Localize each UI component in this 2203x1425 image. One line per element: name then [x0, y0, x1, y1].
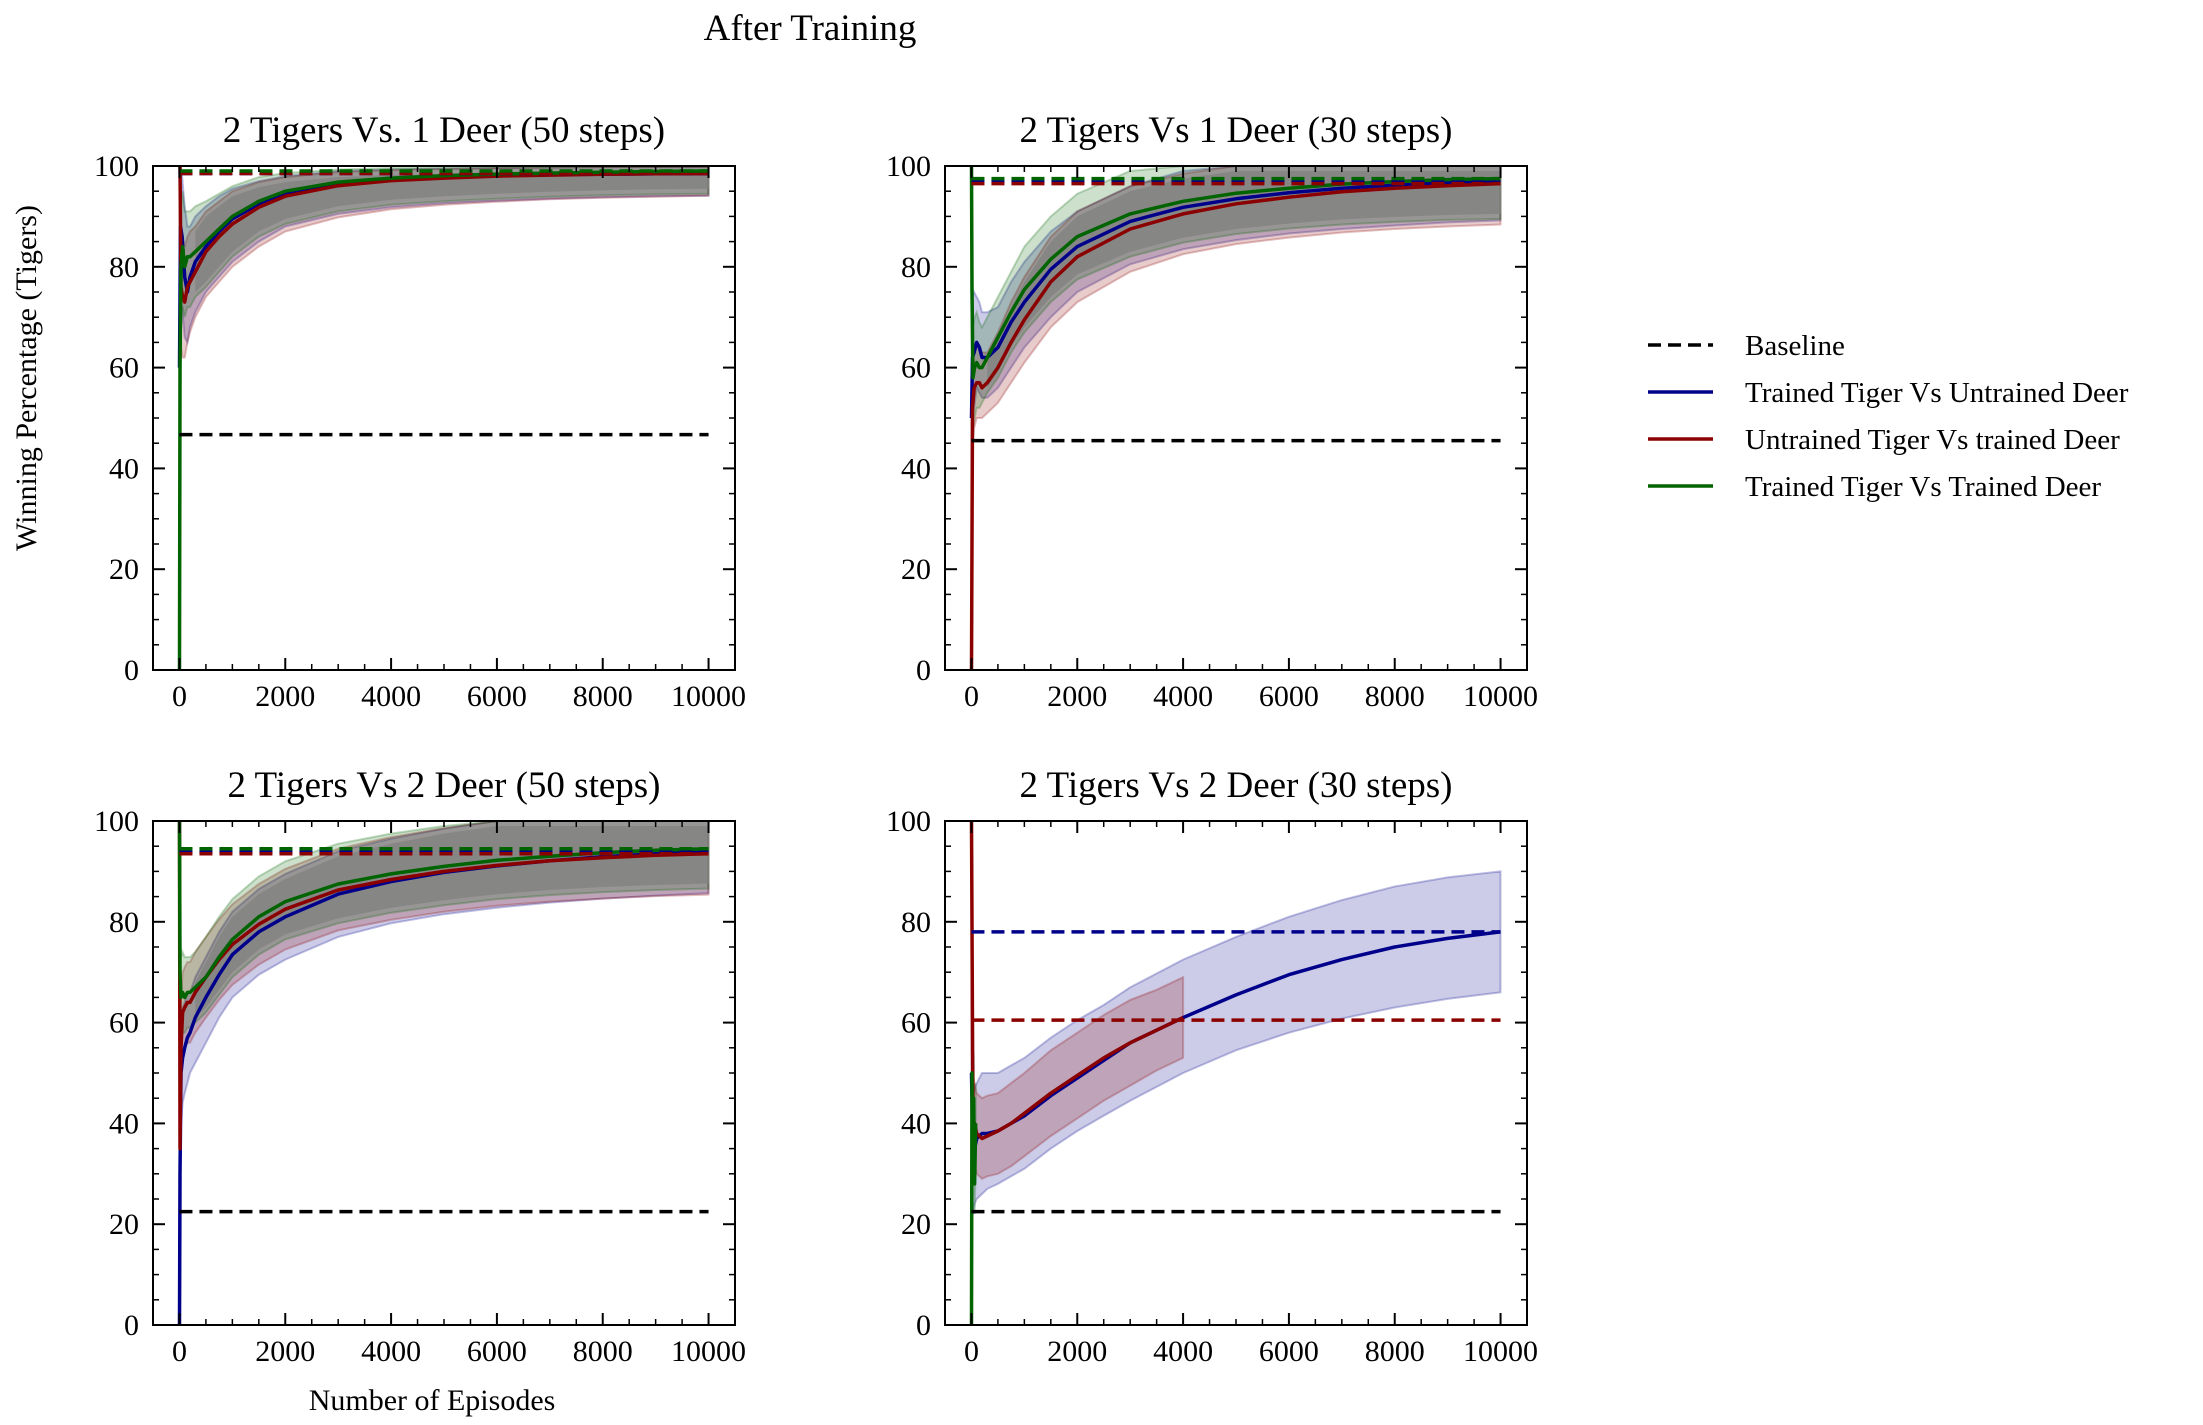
series-line-3: [969, 166, 1501, 380]
series-line-2: [178, 166, 709, 304]
subplot-4: 0 2000 4000 6000 8000 10000 0 20 40 60 80 100 2 Tige…: [886, 765, 1538, 1368]
legend-item-4: Trained Tiger Vs Trained Deer: [1648, 471, 2101, 503]
x-tick-label: 10000: [1463, 680, 1538, 713]
x-tick-label: 6000: [1259, 680, 1319, 713]
y-tick-label: 0: [916, 1309, 931, 1342]
legend-label: Untrained Tiger Vs trained Deer: [1745, 424, 2120, 456]
x-tick-label: 0: [172, 680, 187, 713]
subplot-title: 2 Tigers Vs 2 Deer (30 steps): [1019, 765, 1452, 806]
y-tick-label: 60: [901, 1007, 931, 1040]
figure-suptitle: After Training: [704, 8, 917, 49]
y-tick-label: 40: [901, 452, 931, 485]
series-line-2: [177, 821, 709, 1151]
x-tick-label: 2000: [255, 680, 315, 713]
x-tick-label: 6000: [1259, 1335, 1319, 1368]
legend-label: Trained Tiger Vs Trained Deer: [1745, 471, 2101, 503]
legend-item-2: Trained Tiger Vs Untrained Deer: [1648, 377, 2129, 409]
subplot-1: 0 2000 4000 6000 8000 10000 0 20 40 60 80 100 2 Tige…: [94, 110, 746, 713]
y-tick-label: 60: [109, 352, 139, 385]
y-tick-label: 100: [886, 805, 931, 838]
plot-area: [969, 821, 1502, 1325]
x-tick-label: 2000: [1047, 1335, 1107, 1368]
shared-y-axis-label: Winning Percentage (Tigers): [10, 205, 43, 551]
series-line-1: [969, 930, 1501, 1161]
y-tick-label: 100: [94, 805, 139, 838]
x-tick-label: 4000: [1153, 680, 1213, 713]
y-tick-label: 100: [886, 150, 931, 183]
plot-area: [177, 821, 710, 1325]
subplot-3: 0 2000 4000 6000 8000 10000 0 20 40 60 80 100 2 Tige…: [94, 765, 746, 1368]
y-tick-label: 20: [109, 553, 139, 586]
band-overlap-region: [987, 171, 1501, 388]
y-tick-label: 20: [109, 1208, 139, 1241]
x-tick-label: 2000: [255, 1335, 315, 1368]
x-tick-label: 8000: [1365, 680, 1425, 713]
y-tick-label: 80: [109, 906, 139, 939]
confidence-band-series-2: [970, 821, 1185, 1180]
band-overlap-region: [195, 826, 709, 1018]
series-line-3: [177, 821, 709, 1000]
series-line-1: [969, 179, 1501, 419]
x-tick-label: 0: [964, 680, 979, 713]
y-tick-label: 0: [124, 654, 139, 687]
shared-x-axis-label: Number of Episodes: [309, 1384, 556, 1417]
y-tick-label: 0: [124, 1309, 139, 1342]
y-tick-label: 20: [901, 1208, 931, 1241]
plot-area: [969, 166, 1502, 670]
y-tick-label: 60: [109, 1007, 139, 1040]
x-tick-label: 8000: [573, 680, 633, 713]
y-tick-label: 80: [901, 251, 931, 284]
y-tick-label: 40: [109, 452, 139, 485]
y-tick-label: 80: [109, 251, 139, 284]
subplot-2: 0 2000 4000 6000 8000 10000 0 20 40 60 80 100 2 Tige…: [886, 110, 1538, 713]
confidence-band-series-1: [970, 870, 1502, 1215]
y-tick-label: 0: [916, 654, 931, 687]
y-tick-label: 40: [109, 1107, 139, 1140]
legend-label: Trained Tiger Vs Untrained Deer: [1745, 377, 2129, 409]
legend-label: Baseline: [1745, 330, 1845, 362]
x-tick-label: 4000: [1153, 1335, 1213, 1368]
subplot-title: 2 Tigers Vs 1 Deer (30 steps): [1019, 110, 1452, 151]
x-tick-label: 10000: [1463, 1335, 1538, 1368]
x-tick-label: 8000: [573, 1335, 633, 1368]
band-overlap-region: [195, 172, 709, 292]
x-tick-label: 6000: [467, 680, 527, 713]
y-tick-label: 20: [901, 553, 931, 586]
x-tick-label: 8000: [1365, 1335, 1425, 1368]
confidence-band-series-1: [178, 821, 710, 1325]
x-tick-label: 6000: [467, 1335, 527, 1368]
confidence-band-series-2: [178, 166, 710, 359]
series-line-3: [969, 1071, 978, 1325]
x-tick-label: 4000: [361, 1335, 421, 1368]
x-tick-label: 0: [964, 1335, 979, 1368]
x-tick-label: 0: [172, 1335, 187, 1368]
series-line-2: [969, 181, 1501, 670]
legend-item-3: Untrained Tiger Vs trained Deer: [1648, 424, 2120, 456]
legend-item-1: Baseline: [1648, 330, 1845, 362]
y-tick-label: 60: [901, 352, 931, 385]
x-tick-label: 10000: [671, 1335, 746, 1368]
legend: Baseline Trained Tiger Vs Untrained Deer U…: [1648, 330, 2129, 503]
subplot-title: 2 Tigers Vs. 1 Deer (50 steps): [223, 110, 665, 151]
x-tick-label: 2000: [1047, 680, 1107, 713]
x-tick-label: 10000: [671, 680, 746, 713]
plot-area: [177, 166, 710, 670]
subplot-title: 2 Tigers Vs 2 Deer (50 steps): [227, 765, 660, 806]
y-tick-label: 40: [901, 1107, 931, 1140]
y-tick-label: 80: [901, 906, 931, 939]
y-tick-label: 100: [94, 150, 139, 183]
confidence-band-series-2: [970, 166, 1502, 670]
x-tick-label: 4000: [361, 680, 421, 713]
